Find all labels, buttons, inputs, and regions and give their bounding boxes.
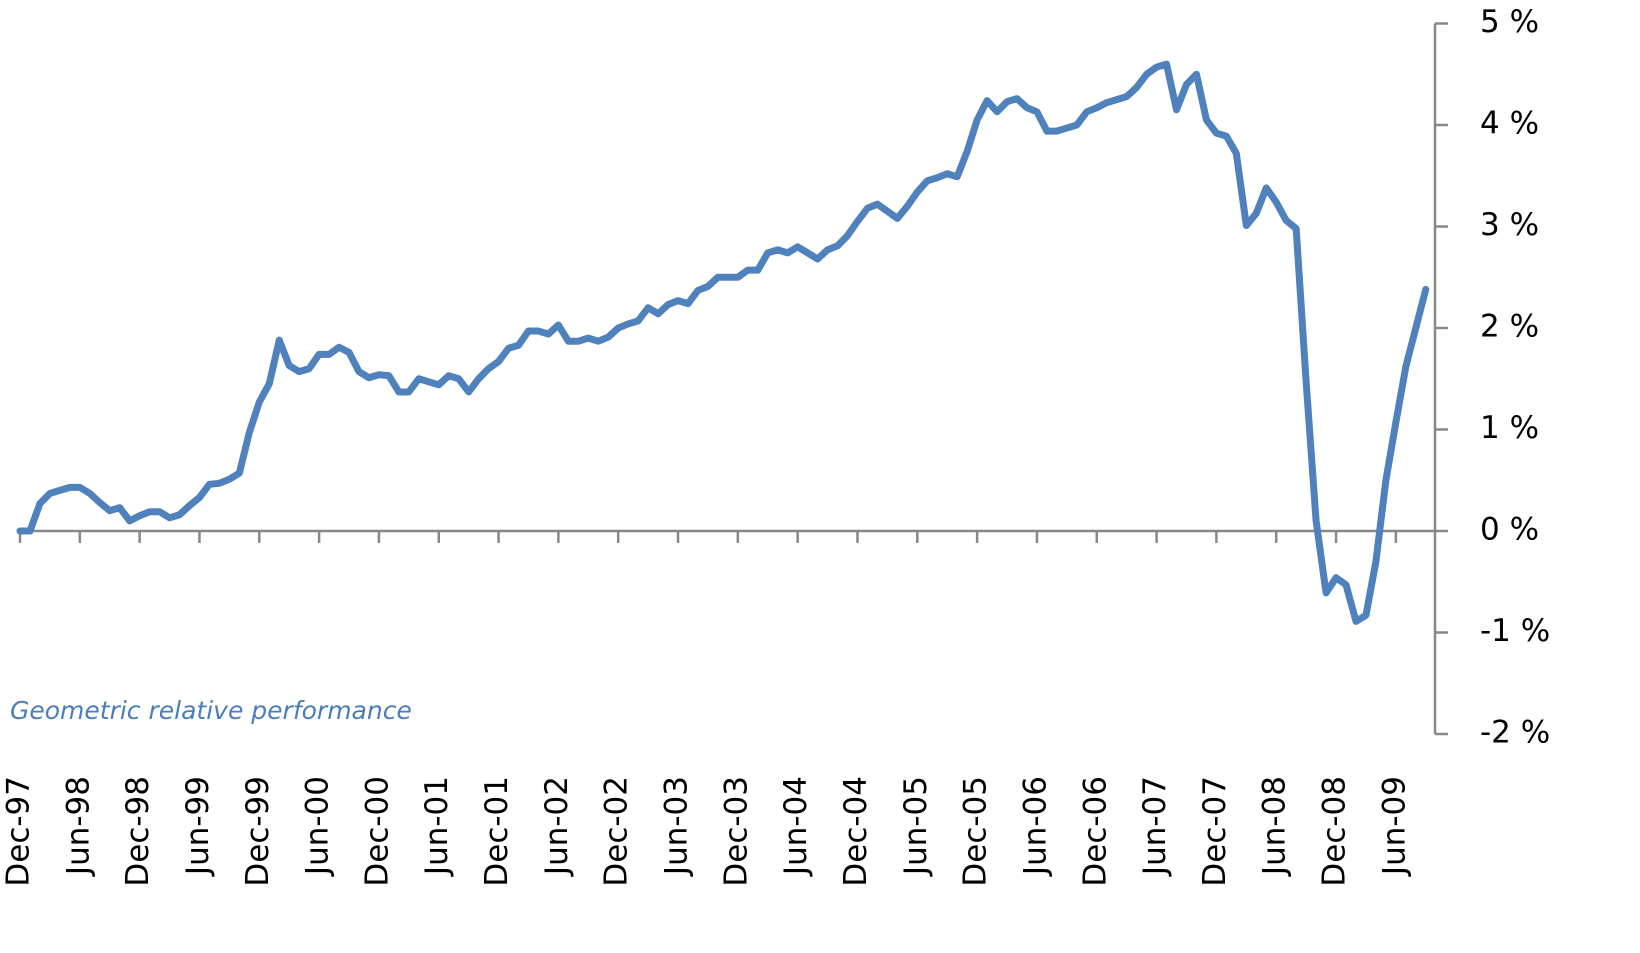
x-tick-label: Dec-07	[1197, 776, 1233, 887]
x-tick-label: Jun-06	[1017, 776, 1053, 877]
x-tick-label: Jun-08	[1257, 776, 1293, 877]
y-tick-label: -1 %	[1480, 613, 1550, 649]
x-tick-label: Jun-09	[1376, 776, 1412, 877]
y-tick-label: 5 %	[1480, 4, 1539, 40]
data-line	[16, 60, 1430, 625]
x-tick-label: Dec-99	[240, 776, 276, 887]
y-tick-label: 1 %	[1480, 410, 1539, 446]
x-tick-label: Dec-04	[838, 776, 874, 887]
y-tick-label: 3 %	[1480, 207, 1539, 243]
x-tick-label: Jun-04	[778, 776, 814, 877]
x-tick-label: Dec-00	[359, 776, 395, 887]
x-tick-label: Jun-00	[300, 776, 336, 877]
annotation: Geometric relative performance	[10, 696, 412, 725]
x-tick-label: Dec-97	[1, 776, 37, 887]
x-tick-label: Jun-03	[659, 776, 695, 877]
x-tick-label: Jun-01	[419, 776, 455, 877]
x-tick-label: Dec-98	[120, 776, 156, 887]
x-tick-label: Dec-08	[1317, 776, 1353, 887]
x-tick-label: Jun-02	[539, 776, 575, 877]
x-tick-label: Dec-02	[599, 776, 635, 887]
x-tick-label: Jun-99	[180, 776, 216, 877]
x-tick-label: Jun-05	[898, 776, 934, 877]
x-tick-label: Dec-05	[958, 776, 994, 887]
x-tick-label: Jun-98	[60, 776, 96, 877]
y-tick-label: 0 %	[1480, 512, 1539, 548]
x-tick-label: Dec-03	[718, 776, 754, 887]
y-tick-label: 2 %	[1480, 309, 1539, 345]
x-tick-label: Dec-01	[479, 776, 515, 887]
y-tick-label: 4 %	[1480, 106, 1539, 142]
x-tick-label: Dec-06	[1077, 776, 1113, 887]
x-tick-label: Jun-07	[1137, 776, 1173, 877]
y-tick-label: -2 %	[1480, 715, 1550, 751]
